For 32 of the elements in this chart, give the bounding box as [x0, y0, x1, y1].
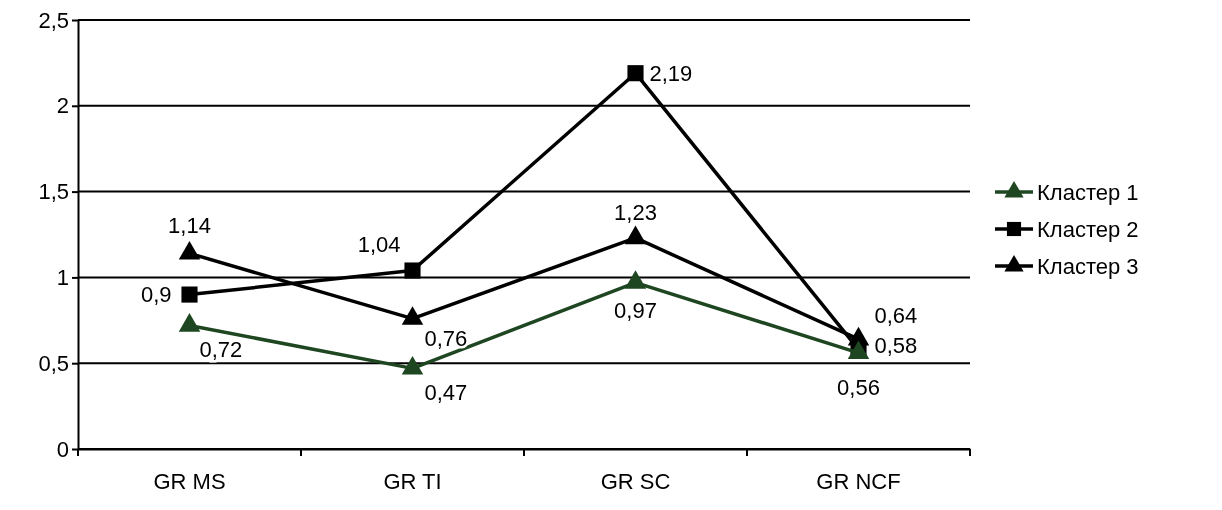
- data-label: 1,04: [357, 232, 401, 258]
- data-label: 1,14: [168, 213, 211, 239]
- y-tick-label: 2,5: [38, 7, 69, 33]
- data-label: 0,58: [874, 333, 918, 359]
- x-tick-label: GR NCF: [816, 468, 901, 494]
- point: [401, 355, 424, 375]
- point: [627, 65, 644, 82]
- y-tick-label: 0,5: [38, 350, 69, 376]
- data-label: 0,9: [140, 282, 172, 308]
- legend-label: Кластер 2: [1037, 216, 1139, 242]
- point: [624, 270, 647, 289]
- data-label: 0,47: [424, 380, 468, 406]
- point: [401, 306, 424, 325]
- data-label: 0,56: [837, 374, 880, 400]
- data-label: 0,64: [874, 302, 918, 328]
- legend-label: Кластер 3: [1037, 253, 1139, 279]
- x-tick-label: GR TI: [383, 468, 442, 494]
- point: [178, 240, 201, 260]
- data-label: 2,19: [649, 60, 693, 86]
- y-tick-label: 1: [56, 264, 69, 290]
- data-label: 0,97: [614, 298, 657, 324]
- point: [624, 225, 647, 245]
- legend-label: Кластер 1: [1037, 179, 1139, 205]
- data-label: 0,76: [424, 326, 468, 352]
- point: [178, 313, 201, 332]
- data-label: 1,23: [614, 199, 657, 225]
- y-tick-label: 2: [56, 93, 69, 119]
- x-tick-label: GR SC: [600, 468, 671, 494]
- y-tick-label: 0: [56, 436, 69, 462]
- y-tick-label: 1,5: [38, 179, 69, 205]
- x-tick-label: GR MS: [153, 468, 226, 494]
- data-label: 0,72: [199, 337, 243, 363]
